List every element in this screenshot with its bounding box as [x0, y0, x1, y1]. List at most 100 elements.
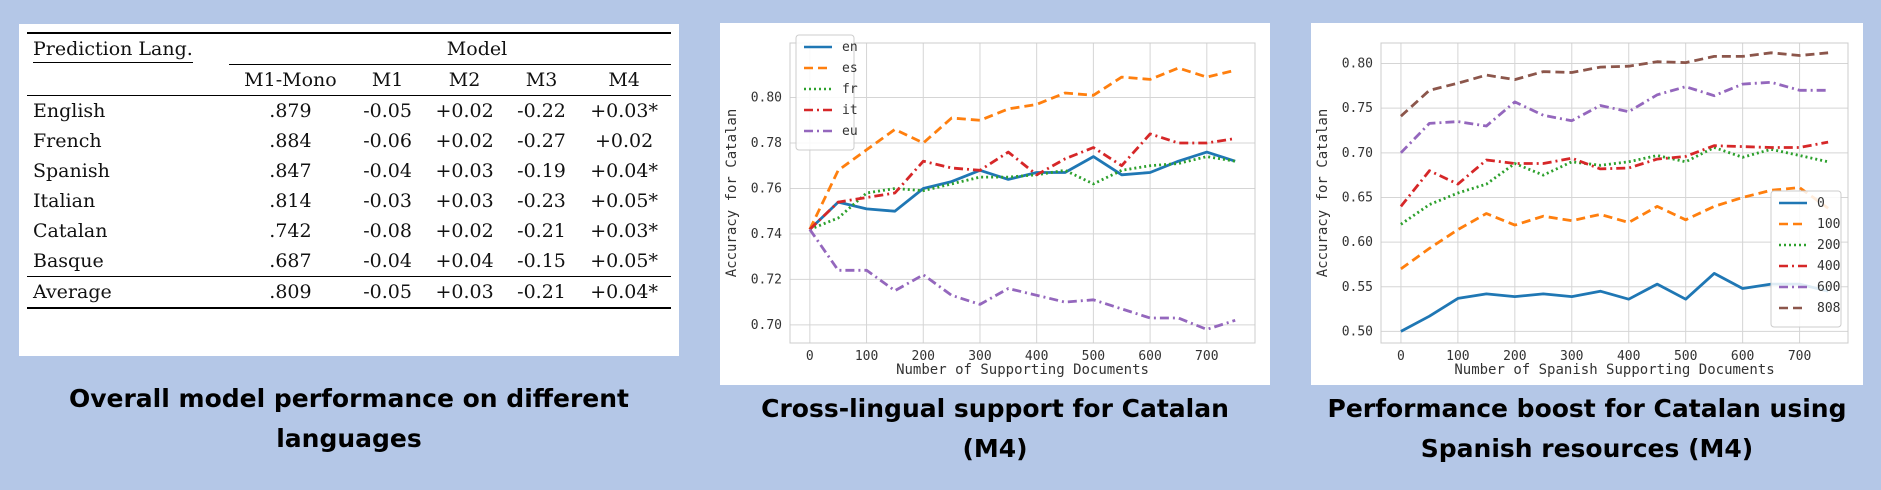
y-tick-label: 0.76 — [751, 181, 782, 196]
legend-label-fr: fr — [842, 82, 858, 97]
legend-label-0: 0 — [1817, 196, 1825, 211]
x-tick-label: 100 — [1446, 349, 1469, 364]
y-tick-label: 0.60 — [1342, 235, 1373, 250]
average-cell: +0.04* — [590, 281, 658, 303]
table-cell: .742 — [269, 220, 312, 242]
table-cell: -0.22 — [505, 95, 578, 126]
row-language: English — [27, 95, 229, 126]
table-cell: +0.02 — [595, 130, 654, 152]
table-body: English .879 -0.05 +0.02 -0.22 +0.03* French .8… — [27, 95, 671, 277]
header-prediction-lang-text: Prediction Lang. — [33, 38, 193, 64]
table-header-empty — [27, 65, 229, 96]
table-row: Italian .814 -0.03 +0.03 -0.23 +0.05* — [27, 186, 671, 216]
chart1-caption: Cross-lingual support for Catalan (M4) — [700, 389, 1290, 469]
series-line-100 — [1400, 186, 1829, 271]
legend-box — [1770, 190, 1842, 328]
plot-frame — [1380, 42, 1849, 344]
chart1-caption-line1: Cross-lingual support for Catalan — [761, 394, 1229, 423]
x-tick-label: 500 — [1674, 349, 1697, 364]
table-cell: .879 — [228, 95, 352, 126]
table-cell: +0.02 — [435, 220, 494, 242]
series-line-fr — [809, 155, 1236, 231]
table-header-col: M2 — [423, 64, 506, 96]
x-axis-label: Number of Supporting Documents — [896, 362, 1149, 378]
table-cell: -0.15 — [517, 250, 566, 272]
table-cell: -0.04 — [363, 160, 412, 182]
table-cell: -0.27 — [517, 130, 566, 152]
table-cell: -0.05 — [351, 95, 424, 126]
chart1-caption-line2: (M4) — [962, 434, 1028, 463]
table-cell: +0.03* — [577, 95, 671, 126]
x-tick-label: 700 — [1195, 349, 1218, 364]
y-tick-label: 0.75 — [1342, 101, 1373, 116]
y-tick-label: 0.72 — [751, 272, 782, 287]
table-cell: .687 — [269, 250, 312, 272]
table-cell: -0.08 — [363, 220, 412, 242]
average-cell: +0.03 — [435, 281, 494, 303]
cross-lingual-chart-panel: 0 100 200 300 400 500 600 700 0.70 0.72 0.74 0.76 0.… — [720, 23, 1270, 385]
table-header-prediction-lang: Prediction Lang. — [27, 33, 229, 65]
series-line-600 — [1399, 80, 1829, 154]
y-tick-label: 0.65 — [1342, 190, 1373, 205]
legend-box — [795, 34, 855, 151]
average-cell: .809 — [269, 281, 312, 303]
y-tick-label: 0.80 — [1342, 57, 1373, 72]
table-header-col: M3 — [505, 64, 578, 96]
x-tick-label: 600 — [1731, 349, 1754, 364]
series-line-es — [808, 66, 1236, 231]
series-line-eu — [808, 228, 1236, 331]
table-cell: +0.04 — [435, 250, 494, 272]
average-label: Average — [33, 281, 112, 303]
table-header-col: M1-Mono — [228, 64, 352, 96]
row-language: Catalan — [33, 220, 108, 242]
series-line-808 — [1399, 51, 1829, 118]
legend-label-400: 400 — [1817, 259, 1840, 274]
table-header-col: M1 — [351, 64, 424, 96]
y-tick-label: 0.70 — [751, 318, 782, 333]
results-table: Prediction Lang. Model M1-Mono M1 M2 M3 … — [27, 32, 671, 309]
table-group-header-row: Prediction Lang. Model — [27, 33, 671, 65]
spanish-boost-line-chart: 0 100 200 300 400 500 600 700 0.50 0.55 0.60 0.65 0.… — [1315, 42, 1849, 378]
x-tick-label: 300 — [968, 349, 991, 364]
x-tick-label: 0 — [1397, 349, 1405, 364]
x-tick-label: 400 — [1025, 349, 1048, 364]
legend-label-es: es — [842, 61, 858, 76]
table-cell: -0.03 — [363, 190, 412, 212]
table-cell: +0.05* — [590, 250, 658, 272]
table-cell: .847 — [269, 160, 312, 182]
table-row: Basque .687 -0.04 +0.04 -0.15 +0.05* — [27, 246, 671, 277]
table-cell: +0.04* — [590, 160, 658, 182]
y-tick-label: 0.50 — [1342, 324, 1373, 339]
legend-label-100: 100 — [1817, 217, 1840, 232]
y-axis-label: Accuracy for Catalan — [1315, 109, 1331, 278]
spanish-boost-chart-panel: 0 100 200 300 400 500 600 700 0.50 0.55 0.60 0.65 0.… — [1311, 23, 1863, 385]
cross-lingual-line-chart: 0 100 200 300 400 500 600 700 0.70 0.72 0.74 0.76 0.… — [724, 34, 1256, 378]
table-cell: -0.06 — [363, 130, 412, 152]
table-caption-line2: languages — [276, 424, 422, 453]
row-language: Basque — [33, 250, 104, 272]
table-row: English .879 -0.05 +0.02 -0.22 +0.03* — [27, 95, 671, 126]
series-line-0 — [1400, 271, 1829, 333]
average-cell: -0.21 — [517, 281, 566, 303]
table-column-header-row: M1-Mono M1 M2 M3 M4 — [27, 64, 671, 96]
table-cell: +0.02 — [423, 95, 506, 126]
table-row: Spanish .847 -0.04 +0.03 -0.19 +0.04* — [27, 156, 671, 186]
table-average-row: Average .809 -0.05 +0.03 -0.21 +0.04* — [27, 276, 671, 308]
row-language: Spanish — [33, 160, 110, 182]
row-language: Italian — [33, 190, 96, 212]
x-tick-label: 400 — [1617, 349, 1640, 364]
header-model-text: Model — [446, 38, 508, 60]
x-tick-label: 200 — [1503, 349, 1526, 364]
y-tick-label: 0.74 — [751, 227, 782, 242]
x-tick-label: 0 — [806, 349, 814, 364]
table-cell: -0.19 — [517, 160, 566, 182]
x-tick-label: 100 — [855, 349, 878, 364]
table-cell: +0.03 — [435, 160, 494, 182]
chart2-caption: Performance boost for Catalan using Span… — [1290, 389, 1881, 469]
x-tick-label: 500 — [1082, 349, 1105, 364]
table-header-model: Model — [229, 33, 671, 65]
table-cell: +0.03 — [435, 190, 494, 212]
table-row: French .884 -0.06 +0.02 -0.27 +0.02 — [27, 126, 671, 156]
results-table-panel: Prediction Lang. Model M1-Mono M1 M2 M3 … — [19, 24, 679, 356]
series-line-400 — [1399, 140, 1829, 208]
